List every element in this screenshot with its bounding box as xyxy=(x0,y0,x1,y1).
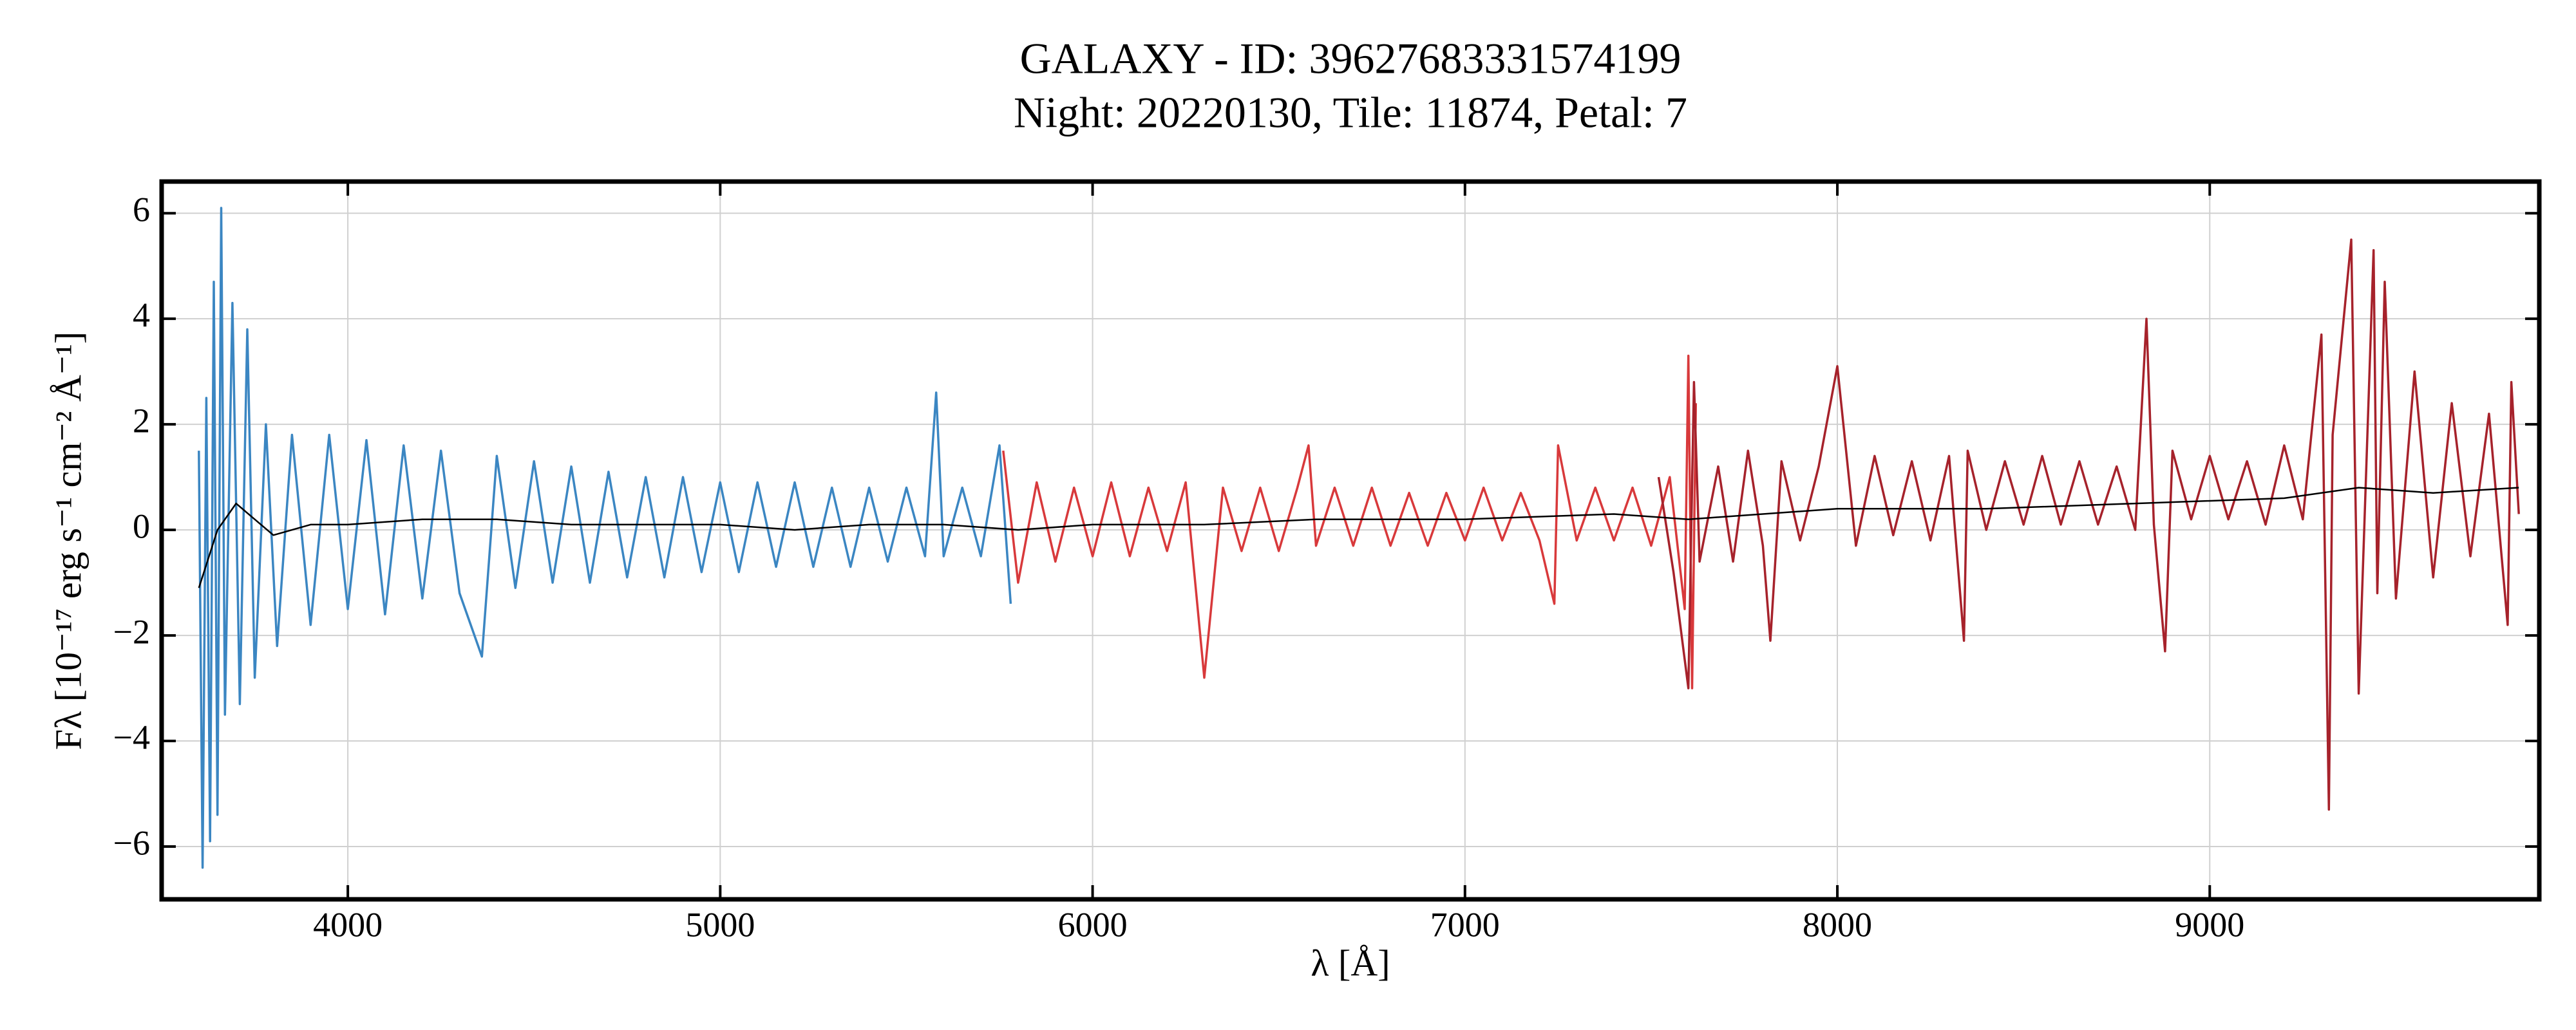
x-tick-label: 4000 xyxy=(313,905,383,944)
y-tick-label: −4 xyxy=(113,718,150,756)
x-axis-label: λ [Å] xyxy=(1311,942,1390,984)
y-tick-label: 2 xyxy=(133,402,150,440)
grid xyxy=(162,182,2539,899)
x-tick-label: 9000 xyxy=(2175,905,2244,944)
series xyxy=(1002,354,1698,689)
spectrum-line xyxy=(198,207,1012,869)
y-tick-label: −2 xyxy=(113,612,150,651)
spectrum-line xyxy=(1002,354,1698,689)
spectrum-line xyxy=(198,487,2519,588)
x-tick-label: 6000 xyxy=(1058,905,1128,944)
y-tick-label: 6 xyxy=(133,191,150,229)
plot-frame xyxy=(159,179,2542,902)
y-tick-label: −6 xyxy=(113,823,150,862)
x-tick-label: 7000 xyxy=(1430,905,1500,944)
y-tick-label: 4 xyxy=(133,296,150,335)
series xyxy=(198,207,1012,869)
series xyxy=(198,487,2519,588)
x-tick-label: 8000 xyxy=(1803,905,1872,944)
y-axis-label: Fλ [10⁻¹⁷ erg s⁻¹ cm⁻² Å⁻¹] xyxy=(47,332,89,750)
chart-subtitle: Night: 20220130, Tile: 11874, Petal: 7 xyxy=(1014,88,1687,137)
x-tick-label: 5000 xyxy=(685,905,755,944)
y-tick-label: 0 xyxy=(133,507,150,545)
chart-title: GALAXY - ID: 39627683331574199 xyxy=(1020,34,1681,83)
